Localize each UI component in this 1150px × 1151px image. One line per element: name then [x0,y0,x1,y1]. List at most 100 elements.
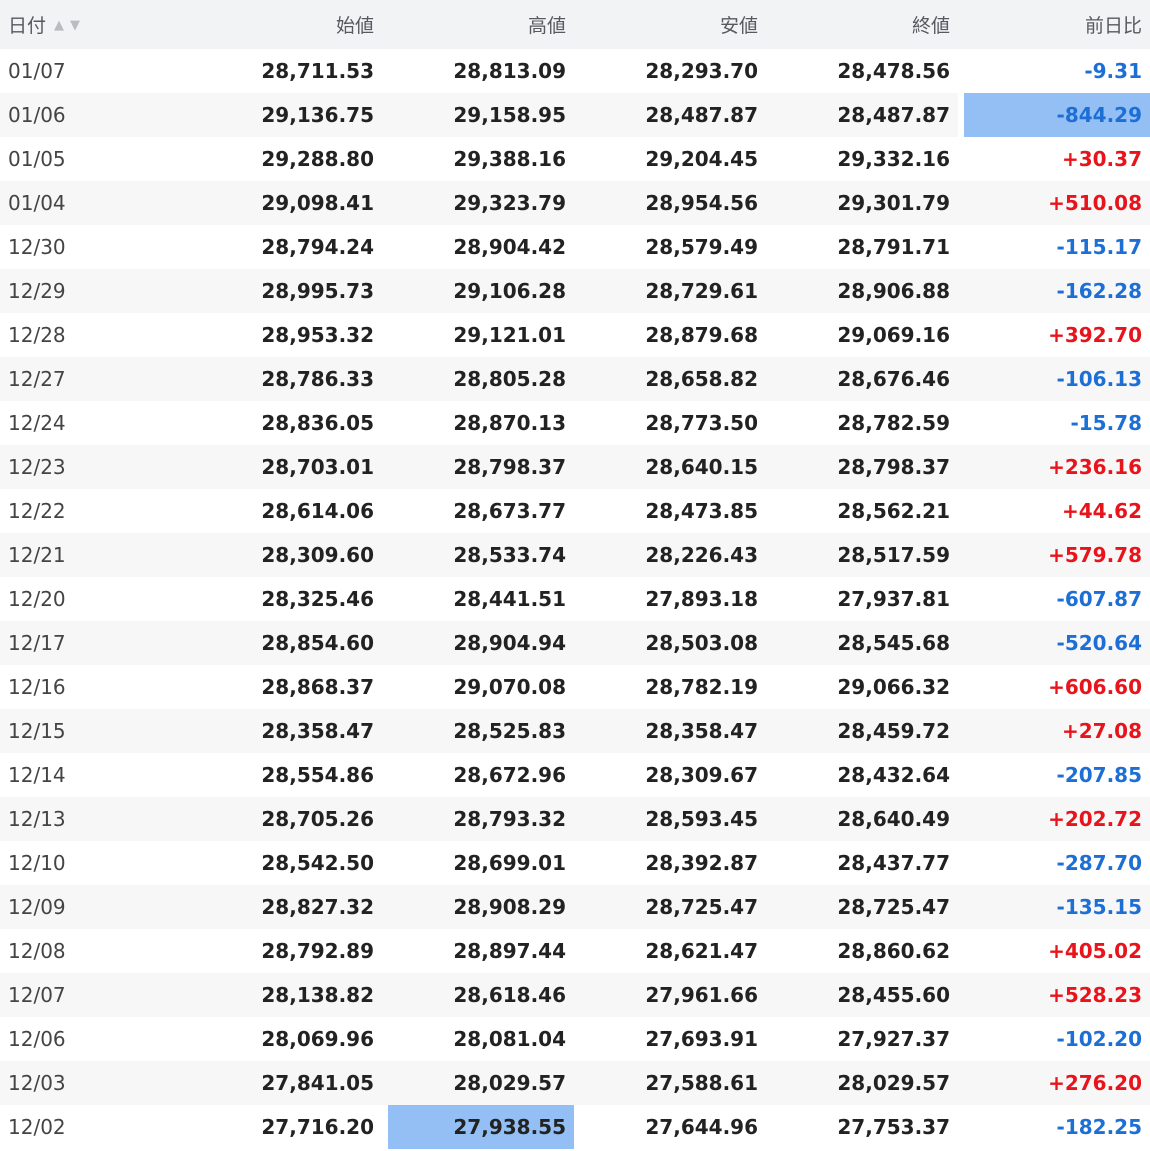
cell-change[interactable]: +27.08 [958,709,1150,753]
cell-open[interactable]: 27,716.20 [261,1115,374,1139]
cell-date[interactable]: 12/29 [0,269,190,313]
cell-low[interactable]: 28,358.47 [574,709,766,753]
cell-open[interactable]: 28,995.73 [190,269,382,313]
cell-date[interactable]: 01/06 [0,93,190,137]
table-row[interactable]: 01/06 29,136.75 29,158.95 28,487.87 28,487.8… [0,93,1150,137]
cell-date[interactable]: 01/07 [8,59,66,83]
cell-low[interactable]: 28,593.45 [574,797,766,841]
table-row[interactable]: 12/27 28,786.33 28,805.28 28,658.82 28,676.4… [0,357,1150,401]
cell-change[interactable]: -9.31 [1084,59,1142,83]
cell-high[interactable]: 28,533.74 [382,533,574,577]
cell-date[interactable]: 12/22 [8,499,66,523]
cell-low[interactable]: 27,588.61 [574,1061,766,1105]
cell-low[interactable]: 27,644.96 [645,1115,758,1139]
table-row[interactable]: 12/29 28,995.73 29,106.28 28,729.61 28,906.8… [0,269,1150,313]
cell-high[interactable]: 27,938.55 [382,1105,574,1149]
cell-change[interactable]: -162.28 [958,269,1150,313]
cell-open[interactable]: 28,794.24 [261,235,374,259]
cell-low[interactable]: 28,226.43 [574,533,766,577]
cell-open[interactable]: 28,614.06 [261,499,374,523]
cell-low[interactable]: 28,879.68 [645,323,758,347]
table-row[interactable]: 12/20 28,325.46 28,441.51 27,893.18 27,937.8… [0,577,1150,621]
cell-date[interactable]: 12/10 [8,851,66,875]
cell-change[interactable]: -102.20 [1056,1027,1142,1051]
cell-date[interactable]: 12/17 [0,621,190,665]
cell-high[interactable]: 29,070.08 [453,675,566,699]
table-row[interactable]: 12/23 28,703.01 28,798.37 28,640.15 28,798.3… [0,445,1150,489]
cell-change[interactable]: -182.25 [1056,1115,1142,1139]
cell-close[interactable]: 28,676.46 [766,357,958,401]
cell-close[interactable]: 28,791.71 [837,235,950,259]
cell-open[interactable]: 27,841.05 [190,1061,382,1105]
cell-date[interactable]: 12/21 [0,533,190,577]
cell-date[interactable]: 12/02 [8,1115,66,1139]
cell-high[interactable]: 28,870.13 [453,411,566,435]
table-row[interactable]: 12/17 28,854.60 28,904.94 28,503.08 28,545.6… [0,621,1150,665]
cell-low[interactable]: 28,640.15 [574,445,766,489]
cell-open[interactable]: 28,827.32 [190,885,382,929]
cell-change[interactable]: -520.64 [958,621,1150,665]
cell-high[interactable]: 29,323.79 [382,181,574,225]
cell-open[interactable]: 29,098.41 [190,181,382,225]
cell-open[interactable]: 29,288.80 [261,147,374,171]
cell-high[interactable]: 28,441.51 [453,587,566,611]
cell-open[interactable]: 28,854.60 [190,621,382,665]
cell-close[interactable]: 28,478.56 [837,59,950,83]
column-header-close[interactable]: 終値 [766,0,958,49]
cell-high[interactable]: 28,897.44 [453,939,566,963]
cell-open[interactable]: 28,711.53 [261,59,374,83]
cell-close[interactable]: 28,782.59 [837,411,950,435]
cell-high[interactable]: 29,106.28 [382,269,574,313]
cell-change[interactable]: -207.85 [1056,763,1142,787]
cell-close[interactable]: 29,301.79 [766,181,958,225]
cell-change[interactable]: +528.23 [958,973,1150,1017]
cell-low[interactable]: 28,658.82 [574,357,766,401]
table-row[interactable]: 01/04 29,098.41 29,323.79 28,954.56 29,301.7… [0,181,1150,225]
table-row[interactable]: 12/06 28,069.96 28,081.04 27,693.91 27,927.3… [0,1017,1150,1061]
cell-high[interactable]: 28,813.09 [453,59,566,83]
cell-high[interactable]: 28,908.29 [382,885,574,929]
table-row[interactable]: 12/24 28,836.05 28,870.13 28,773.50 28,782.5… [0,401,1150,445]
cell-open[interactable]: 29,136.75 [190,93,382,137]
cell-open[interactable]: 28,325.46 [261,587,374,611]
cell-high[interactable]: 28,793.32 [382,797,574,841]
cell-close[interactable]: 28,725.47 [766,885,958,929]
column-header-change[interactable]: 前日比 [958,0,1150,49]
cell-close[interactable]: 28,906.88 [766,269,958,313]
cell-date[interactable]: 01/05 [8,147,66,171]
cell-date[interactable]: 12/07 [0,973,190,1017]
cell-date[interactable]: 12/30 [8,235,66,259]
table-row[interactable]: 12/21 28,309.60 28,533.74 28,226.43 28,517.5… [0,533,1150,577]
cell-high[interactable]: 28,673.77 [453,499,566,523]
cell-date[interactable]: 12/03 [0,1061,190,1105]
sort-ascending-icon[interactable]: ▲ [54,18,65,33]
table-row[interactable]: 12/08 28,792.89 28,897.44 28,621.47 28,860.6… [0,929,1150,973]
cell-low[interactable]: 28,579.49 [645,235,758,259]
cell-low[interactable]: 28,725.47 [574,885,766,929]
cell-high[interactable]: 28,904.94 [382,621,574,665]
cell-open[interactable]: 28,836.05 [261,411,374,435]
table-row[interactable]: 12/28 28,953.32 29,121.01 28,879.68 29,069.1… [0,313,1150,357]
cell-high[interactable]: 28,798.37 [382,445,574,489]
cell-close[interactable]: 28,640.49 [766,797,958,841]
cell-close[interactable]: 28,455.60 [766,973,958,1017]
cell-change[interactable]: -844.29 [958,93,1150,137]
cell-date[interactable]: 12/28 [8,323,66,347]
cell-high[interactable]: 28,672.96 [453,763,566,787]
cell-date[interactable]: 12/06 [8,1027,66,1051]
cell-high[interactable]: 28,081.04 [453,1027,566,1051]
cell-low[interactable]: 28,782.19 [645,675,758,699]
cell-high[interactable]: 28,805.28 [382,357,574,401]
cell-low[interactable]: 28,954.56 [574,181,766,225]
cell-open[interactable]: 28,786.33 [190,357,382,401]
cell-close[interactable]: 27,927.37 [837,1027,950,1051]
cell-low[interactable]: 28,473.85 [645,499,758,523]
cell-date[interactable]: 12/16 [8,675,66,699]
table-row[interactable]: 12/30 28,794.24 28,904.42 28,579.49 28,791.7… [0,225,1150,269]
cell-low[interactable]: 28,773.50 [645,411,758,435]
table-row[interactable]: 01/07 28,711.53 28,813.09 28,293.70 28,478.5… [0,49,1150,93]
cell-low[interactable]: 28,729.61 [574,269,766,313]
cell-high[interactable]: 28,525.83 [382,709,574,753]
cell-high[interactable]: 29,121.01 [453,323,566,347]
cell-open[interactable]: 28,953.32 [261,323,374,347]
